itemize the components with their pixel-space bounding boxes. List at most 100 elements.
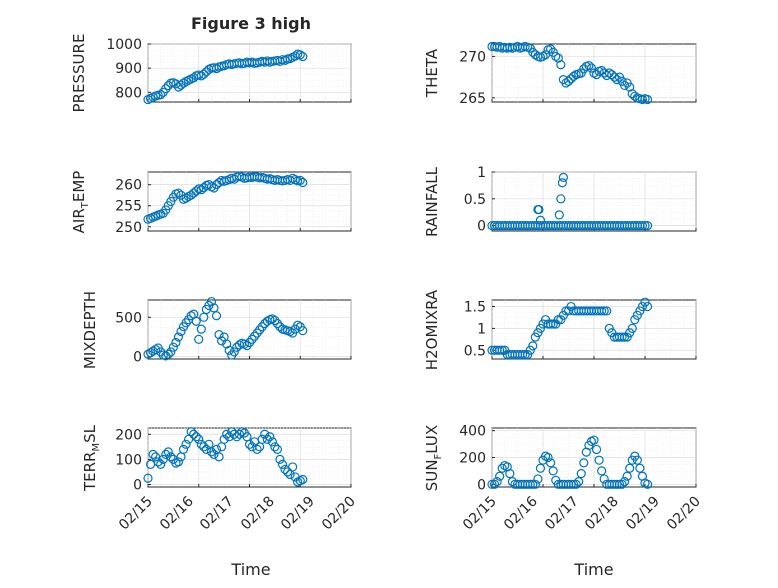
h2omixra-data-point [625, 328, 635, 338]
theta-data-point [612, 75, 622, 85]
mixdepth-data-point [199, 312, 209, 322]
left-x-tick-label: 02/15 [116, 494, 156, 534]
sun-flux-data-point [599, 474, 609, 484]
figure-title: Figure 3 high [191, 14, 311, 33]
h2omixra-y-ticks: 0.5 1 1.5 [464, 300, 486, 360]
mixdepth-data-point [244, 337, 255, 348]
right-x-tick-label: 02/17 [542, 494, 582, 534]
terr-msl-y-tick: 200 [115, 427, 142, 443]
terr-msl-grid [147, 427, 352, 487]
h2omixra-data-point [604, 323, 614, 334]
terr-msl-data-point [252, 444, 262, 454]
rainfall-data-point [637, 221, 648, 231]
sun-flux-data-point [543, 452, 553, 463]
sun-flux-data-point [591, 444, 602, 455]
air-temp-data-point [295, 175, 305, 186]
terr-msl-markers [143, 427, 308, 487]
sun-flux-y-ticks: 0 200 400 [459, 424, 486, 494]
right-x-tick-label: 02/18 [582, 494, 622, 534]
theta-y-tick: 265 [459, 91, 486, 107]
terr-msl-data-point [288, 462, 298, 472]
mixdepth-data-point [214, 330, 224, 340]
theta-data-point [630, 91, 640, 101]
h2omixra-data-point [635, 306, 645, 316]
terr-msl-data-point [270, 442, 280, 452]
mixdepth-data-point [191, 316, 201, 326]
rainfall-data-point [640, 221, 650, 231]
h2omixra-data-point [517, 350, 528, 360]
terr-msl-data-point [232, 432, 242, 442]
air-temp-panel: 250 255 260 AIRTEMP [70, 171, 352, 236]
mixdepth-data-point [196, 324, 206, 334]
sun-flux-data-point [546, 458, 556, 468]
sun-flux-data-point [597, 466, 607, 476]
terr-msl-data-point [191, 432, 201, 442]
pressure-y-label: PRESSURE [70, 34, 88, 113]
mixdepth-data-point [181, 318, 191, 328]
h2omixra-data-point [528, 341, 538, 351]
mixdepth-data-point [239, 339, 250, 349]
h2omixra-y-label: H2OMIXRA [423, 289, 441, 370]
pressure-data-point [211, 64, 222, 74]
mixdepth-data-point [298, 326, 308, 336]
h2omixra-data-point [495, 345, 505, 355]
terr-msl-y-label: TERRMSL [81, 424, 102, 492]
mixdepth-data-point [209, 303, 219, 313]
h2omixra-data-point [630, 315, 640, 325]
h2omixra-y-tick: 1 [477, 321, 486, 337]
sun-flux-data-point [489, 479, 500, 489]
mixdepth-panel: 0 500 MIXDEPTH [81, 291, 352, 369]
rainfall-data-point [557, 178, 567, 188]
h2omixra-data-point [525, 345, 535, 355]
theta-data-point [642, 94, 653, 105]
air-temp-data-point [173, 188, 184, 198]
h2omixra-data-point [533, 328, 543, 338]
terr-msl-data-point [194, 434, 204, 444]
rainfall-data-point [554, 210, 564, 220]
theta-panel: 265 270 THETA [423, 41, 697, 107]
rainfall-y-tick: 0 [477, 219, 486, 235]
sun-flux-data-point [525, 479, 535, 489]
terr-msl-y-tick: 100 [115, 452, 142, 468]
sun-flux-data-point [533, 474, 543, 484]
h2omixra-y-tick: 1.5 [464, 300, 486, 316]
terr-msl-data-point [219, 434, 229, 444]
terr-msl-data-point [282, 467, 293, 477]
air-temp-data-point [181, 193, 191, 203]
mixdepth-data-point [168, 342, 178, 352]
mixdepth-data-point [176, 326, 186, 337]
theta-data-point [584, 60, 594, 71]
sun-flux-data-point [579, 458, 589, 468]
theta-data-point [619, 80, 630, 91]
h2omixra-data-point [597, 306, 607, 316]
theta-y-label: THETA [423, 48, 441, 98]
theta-data-point [551, 51, 561, 62]
terr-msl-data-point [166, 452, 176, 462]
terr-msl-data-point [161, 449, 171, 459]
terr-msl-data-point [163, 447, 173, 457]
terr-msl-data-point [275, 454, 285, 464]
pressure-data-point [178, 78, 189, 88]
terr-msl-data-point [265, 432, 275, 442]
sun-flux-data-point [614, 479, 625, 489]
theta-markers [487, 41, 653, 105]
sun-flux-data-point [617, 479, 627, 489]
sun-flux-data-point [568, 479, 579, 489]
sun-flux-markers [487, 435, 653, 489]
right-x-tick-label: 02/20 [664, 494, 704, 534]
terr-msl-data-point [148, 449, 158, 459]
pressure-y-tick: 800 [115, 85, 142, 101]
mixdepth-grid [147, 300, 352, 359]
terr-msl-data-point [298, 474, 308, 485]
right-x-axis-label: Time [573, 560, 613, 579]
pressure-markers [143, 49, 308, 105]
mixdepth-data-point [151, 344, 161, 355]
h2omixra-data-point [637, 301, 648, 312]
rainfall-data-point [534, 204, 544, 215]
terr-msl-data-point [201, 444, 211, 454]
terr-msl-data-point [267, 437, 277, 447]
mixdepth-data-point [145, 348, 156, 358]
air-temp-y-tick: 250 [115, 220, 142, 236]
theta-data-point [556, 60, 566, 70]
